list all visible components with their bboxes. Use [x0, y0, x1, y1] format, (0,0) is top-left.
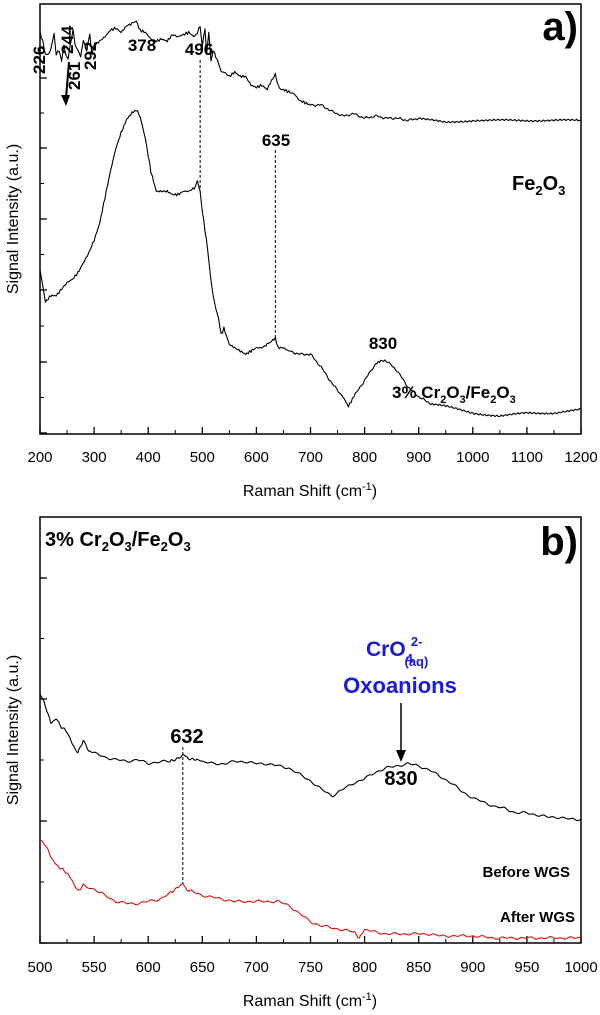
panel-a-series — [39, 20, 582, 418]
peak-label-635: 635 — [262, 131, 290, 150]
panel-a-letter: a) — [542, 5, 578, 49]
x-tick-label: 900 — [460, 959, 485, 976]
x-tick-label: 650 — [190, 959, 215, 976]
panel-b-series — [39, 693, 582, 940]
panel-b-y-ticks — [40, 577, 47, 944]
panel-b-x-axis-title: Raman Shift (cm-1) — [243, 991, 377, 1010]
series-line-1 — [39, 840, 582, 940]
panel-a-x-ticks: 200 300 400 500 600 700 800 900 1000 1100 1200 — [27, 427, 598, 466]
peak-label-830: 830 — [369, 334, 397, 353]
series-line-0 — [39, 693, 582, 822]
series-label-before-wgs: Before WGS — [482, 864, 570, 881]
x-tick-label: 550 — [82, 959, 107, 976]
x-tick-label: 800 — [352, 959, 377, 976]
x-tick-label: 600 — [136, 959, 161, 976]
x-tick-label: 900 — [406, 449, 431, 466]
x-tick-label: 500 — [190, 449, 215, 466]
x-tick-label: 600 — [244, 449, 269, 466]
annotation-chromate: CrO42-(aq) — [366, 634, 428, 669]
annotation-arrowhead — [396, 750, 406, 762]
x-tick-label: 700 — [244, 959, 269, 976]
x-tick-label: 850 — [406, 959, 431, 976]
x-tick-label: 1200 — [564, 449, 597, 466]
x-tick-label: 1100 — [511, 449, 543, 466]
panel-a-plot-frame — [39, 3, 582, 435]
x-tick-label: 400 — [136, 449, 161, 466]
x-tick-label: 200 — [27, 449, 52, 466]
x-tick-label: 700 — [298, 449, 323, 466]
panel-b-letter: b) — [540, 520, 578, 564]
peak-label-226: 226 — [30, 46, 49, 74]
panel-a-x-axis-title: Raman Shift (cm-1) — [243, 481, 377, 500]
x-tick-label: 800 — [352, 449, 377, 466]
x-tick-label: 750 — [298, 959, 323, 976]
x-tick-label: 300 — [82, 449, 107, 466]
panel-b: 500 550 600 650 700 750 800 850 900 950 1000 3% Cr… — [5, 516, 598, 1010]
annotation-oxoanions: Oxoanions — [343, 673, 457, 698]
peak-label-496: 496 — [185, 40, 213, 59]
peak-label-632: 632 — [170, 726, 203, 748]
panel-a: 200 300 400 500 600 700 800 900 1000 1100 1200 226… — [5, 3, 598, 500]
panel-b-y-axis-title: Signal Intensity (a.u.) — [5, 655, 22, 805]
peak-arrow-244 — [65, 61, 70, 99]
panel-a-y-ticks — [40, 77, 47, 434]
peak-label-292: 292 — [81, 42, 100, 70]
peak-arrowhead-244 — [61, 95, 70, 106]
series-label-cr2o3-fe2o3: 3% Cr2O3/Fe2O3 — [392, 383, 516, 406]
peak-label-378: 378 — [128, 36, 156, 55]
x-tick-label: 1000 — [456, 449, 489, 466]
series-label-fe2o3: Fe2O3 — [512, 173, 565, 198]
peak-label-830-b: 830 — [384, 768, 417, 790]
panel-a-y-axis-title: Signal Intensity (a.u.) — [5, 144, 22, 294]
x-tick-label: 500 — [27, 959, 52, 976]
peak-label-244: 244 — [58, 25, 77, 54]
series-line-0 — [39, 20, 582, 124]
panel-a-drop-lines — [199, 60, 276, 338]
peak-label-261: 261 — [65, 62, 84, 90]
series-label-after-wgs: After WGS — [500, 909, 575, 926]
panel-b-sample-label: 3% Cr2O3/Fe2O3 — [45, 529, 191, 554]
x-tick-label: 1000 — [564, 959, 597, 976]
x-tick-label: 950 — [514, 959, 539, 976]
series-line-1 — [39, 109, 582, 418]
panel-b-x-ticks: 500 550 600 650 700 750 800 850 900 950 1000 — [27, 936, 598, 976]
